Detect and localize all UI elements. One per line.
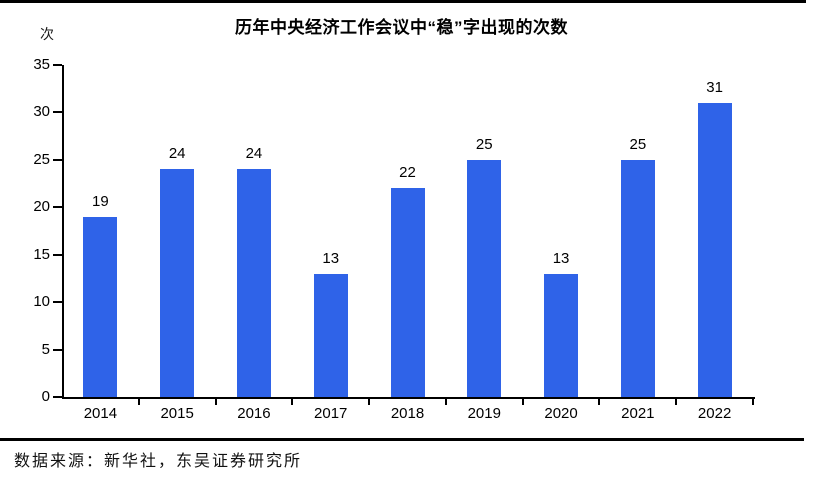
y-axis-tick <box>53 206 62 209</box>
bar-value-label: 25 <box>629 135 647 153</box>
x-axis-category-label: 2018 <box>390 405 425 422</box>
y-axis-tick-label: 25 <box>33 150 50 168</box>
x-axis-tick <box>137 399 140 405</box>
y-axis-tick <box>53 64 62 66</box>
plot-area <box>62 65 755 399</box>
y-axis-tick-label: 10 <box>33 293 50 311</box>
y-axis-tick <box>53 111 62 114</box>
x-axis-category-label: 2017 <box>314 405 348 422</box>
y-axis-tick-label: 30 <box>33 103 50 121</box>
bar-2017 <box>313 273 348 397</box>
separator-line <box>0 438 804 441</box>
x-axis-tick <box>675 399 678 405</box>
bar-2014 <box>83 216 118 397</box>
bar-value-label: 24 <box>245 145 263 163</box>
x-axis-tick <box>368 399 371 405</box>
x-axis-tick <box>598 399 601 405</box>
y-axis-tick-label: 5 <box>41 340 50 358</box>
bar-value-label: 24 <box>168 145 186 163</box>
x-axis-tick <box>214 399 217 405</box>
x-axis-tick <box>752 399 754 405</box>
x-axis-tick <box>521 399 524 405</box>
bar-2019 <box>467 159 502 397</box>
y-axis-tick <box>53 396 62 398</box>
chart-title: 历年中央经济工作会议中“稳”字出现的次数 <box>235 18 568 37</box>
y-axis-tick <box>53 348 62 351</box>
x-axis-tick <box>291 399 294 405</box>
x-axis-category-label: 2019 <box>467 405 501 422</box>
x-axis-category-label: 2014 <box>83 405 118 422</box>
bar-value-label: 13 <box>322 249 340 267</box>
x-axis-category-label: 2022 <box>697 405 732 422</box>
x-axis-tick <box>444 399 447 405</box>
bar-2018 <box>390 188 425 397</box>
bar-value-label: 22 <box>399 164 416 182</box>
bar-2015 <box>160 169 195 397</box>
bar-value-label: 25 <box>475 135 493 153</box>
bar-value-label: 13 <box>552 249 570 267</box>
bar-value-label: 31 <box>706 78 723 96</box>
top-border-line <box>0 0 806 3</box>
bar-2021 <box>620 159 655 397</box>
x-axis-category-label: 2015 <box>160 405 194 422</box>
y-axis-unit-label: 次 <box>40 26 54 42</box>
data-source-text: 数据来源：新华社，东吴证券研究所 <box>14 453 303 470</box>
x-axis-category-label: 2020 <box>544 405 578 422</box>
bar-2022 <box>697 102 732 397</box>
y-axis-tick <box>53 253 62 256</box>
y-axis-tick-label: 0 <box>41 388 50 405</box>
y-axis-tick-label: 20 <box>33 198 50 216</box>
bar-2016 <box>236 169 271 397</box>
x-axis-category-label: 2016 <box>237 405 271 422</box>
bar-2020 <box>544 273 579 397</box>
y-axis-tick-label: 15 <box>33 245 50 263</box>
bar-value-label: 19 <box>92 192 109 210</box>
y-axis-tick <box>53 301 62 304</box>
x-axis-category-label: 2021 <box>621 405 655 422</box>
y-axis-tick <box>53 158 62 161</box>
y-axis-tick-label: 35 <box>33 56 50 73</box>
